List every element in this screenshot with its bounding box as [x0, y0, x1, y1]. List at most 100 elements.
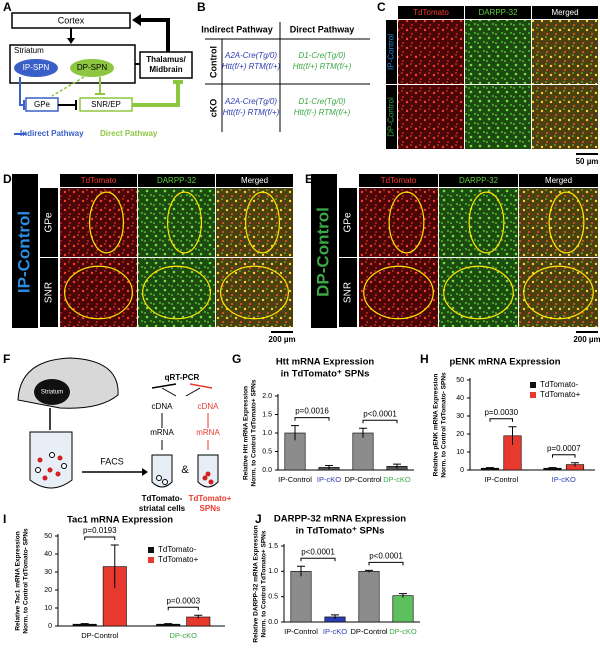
- y-tick-label: 0: [460, 467, 464, 474]
- p-value: p=0.0016: [295, 407, 329, 416]
- row-label: GPe: [44, 212, 55, 232]
- y-tick-label: 20: [456, 431, 464, 438]
- axis: [57, 534, 225, 627]
- micrograph: [465, 20, 531, 84]
- error-bar: [297, 565, 305, 577]
- collateral: [51, 76, 85, 97]
- p-value: p<0.0001: [301, 547, 335, 556]
- legend-swatch: [530, 392, 536, 398]
- arrow-head: [132, 14, 141, 26]
- bracket: [368, 561, 404, 566]
- legend-indirect: Indirect Pathway: [20, 129, 84, 138]
- step: cDNA: [198, 402, 220, 411]
- row-label: GPe: [343, 212, 354, 232]
- cells: [156, 475, 168, 485]
- micrograph: [216, 188, 293, 257]
- group-strip: [311, 174, 337, 328]
- group-strip: [12, 174, 38, 328]
- sample-label: TdTomato-: [142, 494, 183, 503]
- column-label: TdTomato: [381, 176, 417, 185]
- p-value: p=0.0193: [83, 526, 117, 535]
- legend-direct: Direct Pathway: [100, 129, 158, 138]
- region-outline: [166, 191, 203, 254]
- error-bar: [291, 425, 299, 441]
- x-tick-label: IP-Control: [484, 475, 518, 484]
- chart-title: pENK mRNA Expression: [449, 357, 560, 368]
- x-tick-label: IP-cKO: [323, 627, 347, 636]
- header: Indirect Pathway: [201, 24, 273, 34]
- y-tick-label: 0.5: [268, 594, 278, 601]
- region-outline: [363, 265, 434, 320]
- header: Direct Pathway: [290, 24, 355, 34]
- micrograph: [519, 188, 598, 257]
- genotype: A2A-Cre(Tg/0): [224, 51, 277, 60]
- genotype: D1-Cre(Tg/0): [298, 51, 345, 60]
- legend-label: TdTomato-: [158, 545, 197, 554]
- sample-label: TdTomato+: [189, 494, 232, 503]
- micrograph: [532, 85, 598, 149]
- p-value: p<0.0001: [369, 551, 403, 560]
- striatum-label: Striatum: [41, 390, 63, 396]
- x-tick-label: DP-Control: [350, 627, 387, 636]
- y-axis-label: Norm. to Control TdTomato- SPNs: [441, 372, 448, 478]
- genotype: Htt(f/-) RTM(f/+): [223, 108, 280, 117]
- thalamus: Thalamus/: [146, 55, 186, 64]
- scale-label: 50 µm: [576, 157, 599, 166]
- header-strip: [519, 174, 598, 187]
- region-outline: [244, 191, 281, 254]
- brain: [17, 357, 119, 409]
- region-outline: [88, 191, 125, 254]
- error-bar: [548, 467, 557, 469]
- striatum-region: [34, 379, 70, 405]
- y-axis-label: Relative Htt mRNA Expression: [243, 386, 250, 480]
- micrograph: [465, 85, 531, 149]
- row-label: Control: [208, 46, 218, 78]
- chart-subtitle: in TdTomato⁺ SPNs: [296, 526, 385, 537]
- header-strip: [138, 174, 215, 187]
- header-strip: [359, 174, 438, 187]
- row-strip: [386, 85, 397, 149]
- bar: [352, 432, 374, 471]
- column-label: DARPP-32: [157, 176, 197, 185]
- header-strip: [465, 6, 531, 19]
- error-bar: [486, 467, 494, 469]
- arrow: [138, 18, 170, 52]
- p-value: p<0.0001: [363, 409, 397, 418]
- y-tick-label: 1.5: [268, 543, 278, 550]
- dp-spn: DP-SPN: [77, 63, 107, 72]
- micrograph: [216, 258, 293, 327]
- cells: [202, 471, 214, 485]
- connector: [151, 383, 177, 389]
- x-tick-label: IP-cKO: [552, 475, 576, 484]
- arrow-head: [67, 38, 75, 44]
- error-bar: [571, 462, 579, 467]
- panel-label: B: [197, 0, 206, 14]
- micrograph: [60, 188, 137, 257]
- error-bar: [359, 427, 367, 438]
- group-label: IP-Control: [14, 211, 33, 293]
- dp-spn-node: [70, 59, 114, 77]
- scale-label: 200 µm: [268, 335, 295, 344]
- x-tick-label: DP-cKO: [389, 627, 417, 636]
- inhibit-line: [19, 77, 25, 110]
- qrt-pcr: qRT-PCR: [165, 373, 200, 382]
- bracket: [294, 417, 330, 421]
- x-tick-label: DP-cKO: [169, 631, 197, 640]
- thalamus: Midbrain: [149, 65, 182, 74]
- panel-label: F: [3, 352, 10, 366]
- chart-title: Tac1 mRNA Expression: [67, 515, 173, 526]
- genotype-table: Indirect Pathway Direct Pathway Control …: [201, 22, 370, 132]
- header-strip: [60, 174, 137, 187]
- bracket: [362, 419, 398, 424]
- micrograph: [359, 188, 438, 257]
- panel-label: J: [255, 512, 262, 526]
- y-axis-label: Relative Tac1 mRNA Expression: [15, 531, 22, 630]
- panel-label: I: [3, 512, 6, 526]
- chart-title: DARPP-32 mRNA Expression: [274, 514, 406, 525]
- legend-swatch: [148, 557, 154, 563]
- cortex: Cortex: [58, 15, 85, 25]
- tube: [197, 454, 219, 488]
- y-tick-label: 1.0: [262, 430, 272, 437]
- bracket: [552, 454, 576, 458]
